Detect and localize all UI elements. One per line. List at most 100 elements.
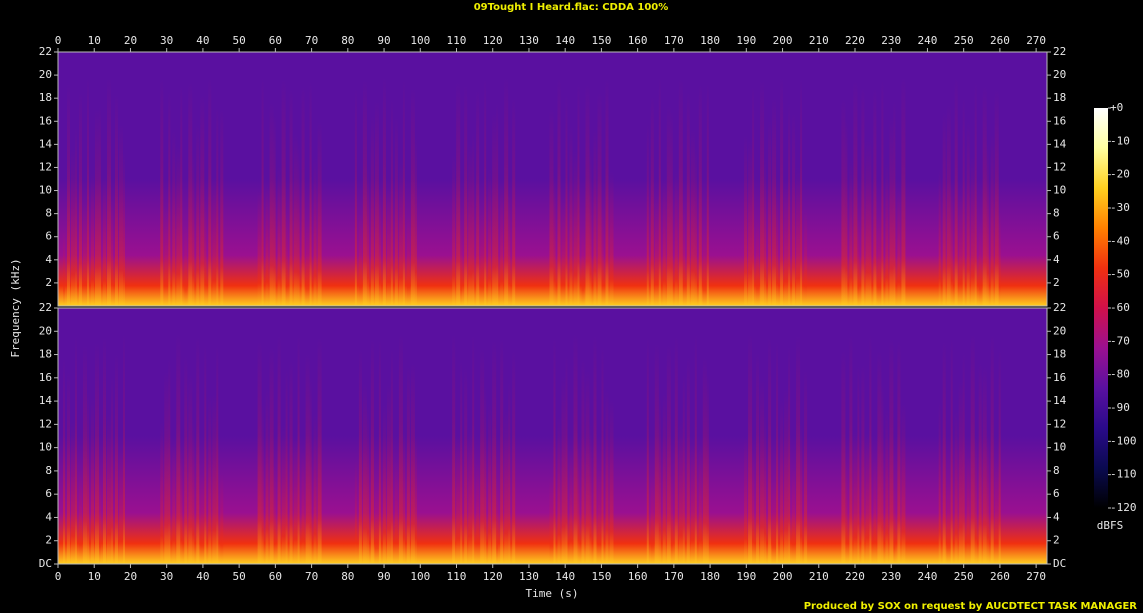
y-tick-label: 6 [1053,487,1060,500]
spectrogram-streak [378,339,381,564]
spectrogram-streak [772,97,777,306]
spectrogram-streak [978,221,982,306]
x-tick-label: 10 [88,34,101,47]
spectrogram-streak [654,196,659,306]
spectrogram-streak [119,124,123,306]
spectrogram-streak [265,388,269,564]
spectrogram-streak [220,473,224,564]
spectrogram-streak [476,463,480,564]
spectrogram-streak [569,448,573,564]
x-tick-label: 260 [990,570,1010,583]
spectrogram-streak [670,110,673,306]
y-tick-label: 16 [1053,371,1066,384]
spectrogram-streak [950,338,953,564]
spectrogram-streak [958,194,963,306]
spectrogram-streak [305,353,310,564]
spectrogram-streak [901,77,906,307]
x-tick-label: 250 [954,34,974,47]
spectrogram-streak [841,349,846,564]
spectrogram-streak [406,215,410,306]
spectrogram-streak [796,335,801,564]
y-tick-label: 2 [45,534,52,547]
spectrogram-streak [760,80,765,306]
spectrogram-streak [111,377,113,564]
spectrogram-streak [297,333,300,564]
y-axis-label: Frequency (kHz) [9,258,22,357]
spectrogram-streak [370,339,374,564]
x-tick-label: 270 [1026,34,1046,47]
spectrogram-streak [464,367,468,564]
spectrogram-streak [192,152,195,306]
spectrogram-streak [589,147,592,306]
spectrogram-streak [694,147,697,306]
spectrogram-streak [877,215,882,306]
spectrogram-streak [569,126,573,306]
spectrogram-streak [378,186,381,306]
x-tick-label: 50 [233,570,246,583]
spectrogram-streak [390,99,393,306]
spectrogram-streak [889,338,894,564]
x-tick-label: 270 [1026,570,1046,583]
x-tick-label: 200 [773,570,793,583]
spectrogram-streak [484,78,487,307]
x-tick-label: 40 [196,34,209,47]
spectrogram-streak [289,360,293,564]
spectrogram-streak [994,89,999,307]
spectrogram-streak [358,213,362,306]
spectrogram-streak [800,423,803,564]
spectrogram-streak [990,334,994,564]
spectrogram-streak [386,384,391,564]
x-tick-label: 180 [700,570,720,583]
spectrogram-streak [261,77,264,306]
spectrogram-streak [744,436,748,564]
spectrogram-streak [585,83,590,306]
spectrogram-streak [410,87,415,306]
spectrogram-streak [581,227,585,306]
plot-frame [57,51,1048,307]
spectrogram-streak [585,370,590,564]
spectrogram-streak [309,81,312,306]
y-tick-label: 16 [1053,114,1066,127]
spectrogram-streak [208,394,212,564]
spectrogram-streak [666,344,671,564]
spectrogram-streak [557,415,561,564]
spectrogram-streak [168,91,171,306]
y-tick-label: 14 [1053,137,1067,150]
spectrogram-streak [869,137,872,306]
spectrogram-streak [99,477,101,564]
x-tick-label: 200 [773,34,793,47]
spectrogram-streak [500,338,504,564]
spectrogram-streak [91,173,94,306]
y-tick-label: 16 [39,114,52,127]
y-tick-label: 8 [1053,207,1060,220]
spectrogram-streak [772,480,777,564]
spectrogram-streak [954,410,958,564]
spectrogram-streak [257,190,262,306]
spectrogram-streak [480,347,485,564]
x-tick-label: 130 [519,570,539,583]
spectrogram-streak [164,207,169,306]
x-tick-label: 150 [591,570,611,583]
spectrogram-streak [865,138,870,306]
spectrogram-streak [946,104,951,306]
spectrogram-streak [512,97,516,306]
spectrogram-streak [804,209,808,306]
spectrogram-streak [414,137,417,306]
spectrogram-streak [784,182,789,306]
spectrogram-streak [488,403,492,564]
x-tick-label: 80 [341,34,354,47]
spectrogram-streak [382,405,386,564]
spectrogram-streak [573,150,578,306]
spectrogram-streak [553,175,556,306]
spectrogram-streak [176,333,181,564]
colorbar-tick-label: -30 [1110,201,1130,214]
spectrogram-streak [216,343,219,564]
spectrogram-streak [200,473,205,564]
spectrogram-streak [91,398,94,564]
x-tick-label: 240 [918,570,938,583]
spectrogram-streak [476,90,480,306]
spectrogram-streak [488,167,492,306]
spectrogram-streak [508,192,511,306]
spectrogram-streak [354,459,357,564]
